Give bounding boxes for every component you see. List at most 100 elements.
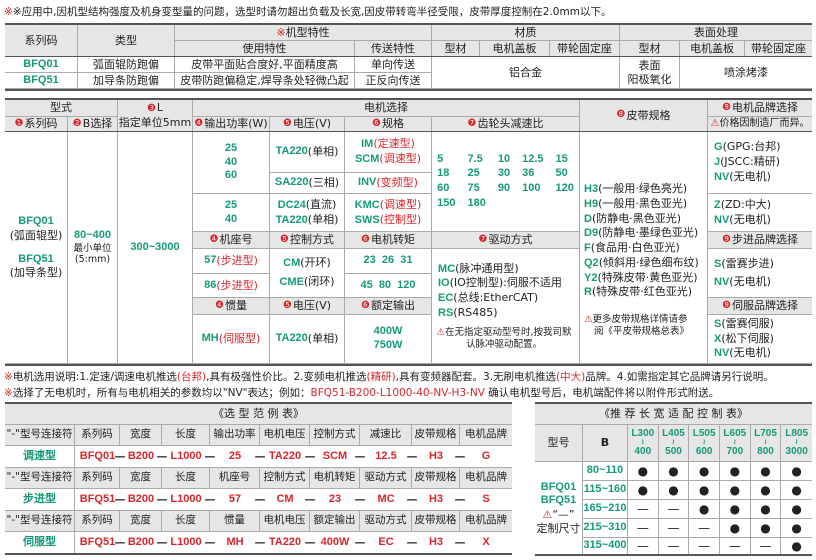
length-header: L705 ≀ 800 — [750, 425, 782, 462]
code: G — [714, 141, 723, 154]
model: BFQ01 — [540, 480, 577, 493]
separator-dash: — — [304, 450, 316, 463]
example-header: 减速比 — [360, 425, 412, 446]
spec-im: IM(定速型) SCM(调速型) — [345, 132, 432, 173]
h-brand: ❾ 电机品牌选择 — [708, 100, 812, 117]
code: J — [714, 156, 721, 169]
length-header: L805 ≀ 3000 — [781, 425, 812, 462]
custom-dash: — — [628, 519, 659, 538]
warning-icon: ⚠ — [584, 314, 593, 325]
example-header: 电机转矩 — [310, 468, 360, 489]
tilde: ≀ — [641, 439, 645, 447]
note-part: 确认电机型号后，电机端配件将以附件形式附送。 — [484, 387, 720, 399]
ratio-value: 7.5 — [467, 152, 483, 165]
row-code: BFQ51 — [5, 73, 78, 89]
h-control: ❺ 控制方式 — [270, 232, 345, 249]
example-value: B200 — [127, 493, 155, 505]
motor-note: ※电机选用说明:1.定速/调速电机推选(台邦),具有极强性价比。2.变频电机推选… — [4, 369, 774, 384]
h-length-unit: 指定单位5mm — [118, 115, 192, 129]
code: S — [714, 257, 722, 270]
separator-dash: — — [354, 450, 366, 463]
h-cover2: 电机盖板 — [680, 41, 745, 57]
label: 电压(V) — [292, 117, 332, 131]
series-bfq01: BFQ01 — [18, 215, 54, 227]
separator-dash: — — [114, 450, 126, 463]
example-header: 控制方式 — [260, 468, 310, 489]
belt-cell: H3(一般用·绿色亮光) H9(一般用·黑色亚光) D(防静电·黑色亚光) D9… — [580, 132, 708, 364]
desc: (防静电·墨绿色亚光) — [598, 226, 699, 240]
available-dot: ● — [750, 500, 782, 519]
h-voltage2: ❺ 电压(V) — [270, 298, 345, 315]
inertia-mh: MH (伺服型) — [193, 315, 270, 364]
model-cell: BFQ01 BFQ51 ⚠“—” 定制尺寸 — [535, 462, 583, 555]
example-type: 步进型 — [5, 489, 75, 511]
separator-dash: — — [354, 493, 366, 506]
length-from: L705 — [754, 427, 777, 439]
length-header: L405 ≀ 500 — [658, 425, 690, 462]
separator-dash: — — [204, 536, 216, 549]
h-features-label: 机型特性 — [285, 25, 330, 39]
h-motor: 电机选择 — [193, 100, 580, 117]
label: 额定输出 — [370, 299, 415, 313]
h-spec: ❻ 规格 — [345, 117, 432, 132]
h-ratio: ❼ 齿轮头减速比 — [432, 117, 580, 132]
separator-dash: — — [454, 450, 466, 463]
code: CM — [283, 257, 301, 270]
custom-dash: — — [720, 538, 751, 555]
example-value: H3 — [428, 450, 444, 462]
example-header: 皮带规格 — [412, 511, 460, 532]
example-row: BFQ51— B200— L1000— MH — TA220—400W — EC — H3— X — [75, 532, 512, 554]
separator-dash: — — [156, 536, 168, 549]
custom-dash: — — [628, 500, 659, 519]
example-value: X — [482, 536, 490, 548]
example-header: 控制方式 — [310, 425, 360, 446]
brand-b: Z(ZD:中大) NV(无电机) — [708, 194, 812, 232]
row-type: 加导条防跑偏 — [78, 73, 175, 89]
example-header: 驱动方式 — [360, 511, 412, 532]
example-header: 系列码 — [75, 425, 120, 446]
length-header: L300 ≀ 400 — [628, 425, 659, 462]
example-value: MH — [226, 536, 244, 548]
note-part: BFQ51-B200-L1000-40-NV-H3-NV — [310, 387, 485, 399]
separator-dash: — — [114, 493, 126, 506]
belt-note: 更多皮带规格详情请参 — [592, 314, 688, 325]
available-dot: ● — [628, 462, 659, 481]
h-series: 系列码 — [5, 25, 78, 57]
desc: (三相) — [308, 176, 340, 190]
note-part: (精研) — [366, 371, 396, 383]
example-header: 皮带规格 — [412, 468, 460, 489]
num-icon: ❼ — [478, 233, 488, 245]
code: Y2 — [584, 271, 598, 284]
desc: (调速型) — [379, 152, 422, 165]
h-type: 类型 — [78, 25, 175, 57]
available-dot: ● — [720, 481, 751, 500]
output: 750W — [373, 339, 403, 351]
example-value: 23 — [328, 493, 342, 505]
series-desc: (弧面辊型) — [9, 228, 63, 242]
example-type: 伺服型 — [5, 532, 75, 554]
ratio-value: 5 — [437, 152, 444, 165]
drive-note: 在无指定驱动型号时,按我司默认脉冲驱动配置。 — [445, 326, 572, 350]
desc: (变频型) — [376, 176, 418, 190]
b-unit: (5:mm) — [74, 254, 111, 266]
desc: (调速型) — [379, 197, 422, 211]
label: 规格 — [381, 117, 404, 131]
note-part: 选择了无电机时，所有与电机相关的参数均以"NV"表达；例如： — [12, 387, 311, 399]
available-dot: ● — [750, 519, 782, 538]
ratio-value: 30 — [497, 167, 511, 180]
power-b: 25 40 — [193, 194, 270, 232]
series-desc: (加导条型) — [9, 266, 63, 280]
num-icon: ❹ — [209, 233, 219, 245]
power: 40 — [224, 212, 238, 225]
h-servo-brand: ❾ 伺服品牌选择 — [708, 298, 812, 315]
num-icon: ❹ — [215, 299, 224, 311]
separator-dash: — — [204, 450, 216, 463]
custom-dash: — — [658, 538, 690, 555]
desc: (单相) — [307, 145, 339, 159]
desc: (开环) — [300, 256, 331, 270]
example-header: 驱动方式 — [360, 468, 412, 489]
b-range: 215~310 — [583, 519, 628, 538]
tilde: ≀ — [702, 439, 706, 447]
spec-kmc: KMC(调速型) SWS(控制型) — [345, 194, 432, 232]
available-dot: ● — [750, 481, 782, 500]
